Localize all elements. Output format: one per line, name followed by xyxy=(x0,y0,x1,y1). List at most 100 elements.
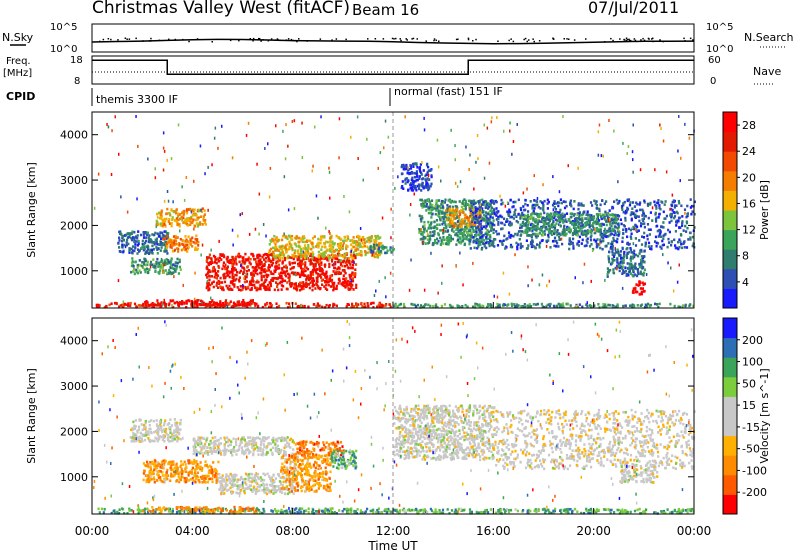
scatter-cell xyxy=(237,288,241,291)
freq-panel: Freq. [MHz] Nave 18 8 60 0 xyxy=(3,55,781,87)
scatter-cell xyxy=(169,213,172,217)
scatter-cell xyxy=(339,272,342,275)
scatter-cell xyxy=(550,217,554,221)
scatter-cell xyxy=(380,251,383,255)
scatter-cell xyxy=(333,254,336,258)
scatter-cell xyxy=(133,268,136,271)
scatter-cell xyxy=(137,248,140,251)
scatter-cell xyxy=(608,209,611,212)
scatter-cell xyxy=(484,211,487,214)
scatter-cell xyxy=(220,286,224,290)
speckle-cell xyxy=(291,120,294,123)
scatter-cell xyxy=(337,244,340,248)
scatter-cell xyxy=(642,274,645,277)
scatter-cell xyxy=(458,210,461,214)
scatter-cell xyxy=(207,281,210,285)
scatter-cell xyxy=(671,209,674,212)
scatter-cell xyxy=(638,280,641,284)
scatter-cell xyxy=(202,217,205,221)
scatter-cell xyxy=(583,229,587,233)
speckle-cell xyxy=(156,215,159,219)
scatter-cell xyxy=(189,237,192,241)
scatter-cell xyxy=(520,233,523,236)
scatter-cell xyxy=(421,184,424,188)
speckle-cell xyxy=(302,250,305,254)
speckle-cell xyxy=(665,170,668,174)
scatter-cell xyxy=(342,274,345,277)
scatter-cell xyxy=(345,305,348,308)
scatter-cell xyxy=(239,303,242,306)
scatter-cell xyxy=(608,250,611,254)
scatter-cell xyxy=(662,243,665,247)
scatter-cell xyxy=(634,288,637,291)
scatter-cell xyxy=(172,241,176,245)
scatter-cell xyxy=(601,234,604,237)
scatter-cell xyxy=(217,302,220,306)
scatter-cell xyxy=(454,205,457,208)
scatter-cell xyxy=(248,261,251,264)
scatter-cell xyxy=(348,273,351,277)
scatter-cell xyxy=(648,304,651,307)
scatter-cell xyxy=(525,239,528,242)
scatter-cell xyxy=(262,282,265,285)
scatter-cell xyxy=(688,231,692,235)
scatter-cell xyxy=(451,207,454,211)
scatter-cell xyxy=(460,240,463,244)
scatter-cell xyxy=(413,171,416,175)
scatter-cell xyxy=(657,306,660,309)
scatter-cell xyxy=(159,235,162,238)
scatter-cell xyxy=(463,219,466,223)
noise-point xyxy=(274,39,276,41)
scatter-cell xyxy=(290,245,293,248)
scatter-cell xyxy=(323,265,327,268)
scatter-cell xyxy=(398,303,401,307)
scatter-cell xyxy=(330,258,333,262)
scatter-cell xyxy=(337,250,340,253)
scatter-cell xyxy=(528,303,531,306)
scatter-cell xyxy=(461,232,464,235)
scatter-cell xyxy=(339,242,342,245)
scatter-cell xyxy=(526,306,530,309)
noise-point xyxy=(433,39,435,42)
scatter-cell xyxy=(557,302,560,306)
scatter-cell xyxy=(447,223,450,227)
scatter-cell xyxy=(178,260,181,264)
noise-point xyxy=(290,38,293,41)
scatter-cell xyxy=(247,302,251,306)
scatter-cell xyxy=(171,216,174,219)
scatter-cell xyxy=(492,241,495,245)
noise-point xyxy=(150,40,152,42)
speckle-cell xyxy=(217,146,219,150)
scatter-cell xyxy=(421,217,424,220)
scatter-cell xyxy=(442,220,445,223)
scatter-cell xyxy=(522,217,525,221)
scatter-cell xyxy=(311,254,314,257)
scatter-cell xyxy=(174,239,178,243)
scatter-cell xyxy=(331,285,334,288)
scatter-cell xyxy=(542,207,545,211)
scatter-cell xyxy=(548,304,551,308)
scatter-cell xyxy=(164,241,167,245)
scatter-cell xyxy=(210,257,213,260)
scatter-cell xyxy=(485,224,488,228)
scatter-cell xyxy=(574,232,577,236)
scatter-cell xyxy=(172,299,175,302)
scatter-cell xyxy=(519,245,523,248)
scatter-cell xyxy=(640,303,644,307)
scatter-cell xyxy=(155,246,158,249)
scatter-cell xyxy=(233,259,236,263)
scatter-cell xyxy=(209,270,212,274)
scatter-cell xyxy=(189,220,192,223)
scatter-cell xyxy=(621,247,624,251)
scatter-cell xyxy=(484,226,487,230)
scatter-cell xyxy=(626,262,629,265)
scatter-cell xyxy=(626,252,629,256)
scatter-cell xyxy=(288,279,291,283)
scatter-cell xyxy=(376,243,379,247)
scatter-cell xyxy=(370,239,373,242)
scatter-cell xyxy=(487,230,491,234)
scatter-cell xyxy=(489,239,492,242)
scatter-cell xyxy=(130,264,133,268)
scatter-cell xyxy=(191,236,194,240)
